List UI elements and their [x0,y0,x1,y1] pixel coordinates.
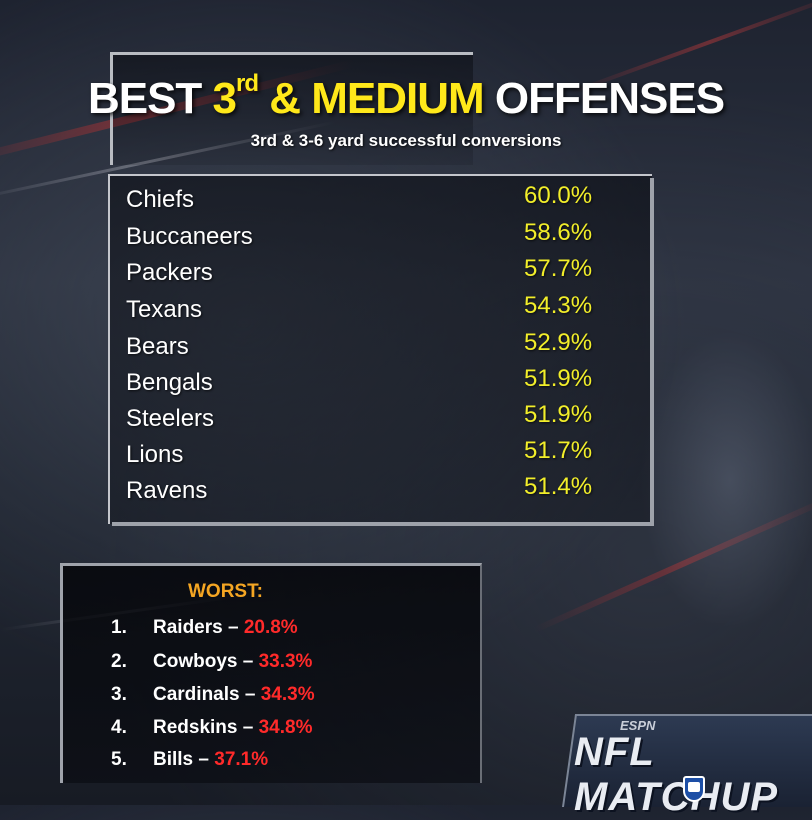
team-name: Packers [126,259,213,286]
worst-title: WORST: [188,581,263,602]
team-percent: 51.9% [524,365,593,392]
list-item: 3. Cardinals – 34.3% [111,684,315,706]
list-item: 5. Bills – 37.1% [111,749,268,771]
team-name: Buccaneers [126,223,253,250]
list-item: 1. Raiders – 20.8% [111,617,298,639]
list-item: Bengals 51.9% [126,365,606,405]
nfl-shield-icon [683,776,705,802]
rank-number: 2. [111,651,127,672]
team-name: Bills – [153,749,215,770]
team-percent: 54.3% [524,292,593,319]
team-percent: 34.3% [260,684,315,705]
team-name: Cardinals – [153,684,261,705]
team-name: Redskins – [153,717,259,738]
show-title: NFL MATCHUP [574,730,779,819]
team-percent: 52.9% [524,329,593,356]
background-glow [640,330,812,630]
team-name: Bengals [126,369,213,396]
title-frame [110,52,473,165]
list-item: Ravens 51.4% [126,473,606,513]
list-item: 2. Cowboys – 33.3% [111,651,312,673]
list-item: Buccaneers 58.6% [126,219,606,259]
rank-number: 1. [111,617,127,638]
team-name: Ravens [126,477,208,504]
team-percent: 37.1% [214,749,269,770]
team-name: Bears [126,333,189,360]
team-percent: 58.6% [524,219,593,246]
rank-number: 4. [111,717,127,738]
team-name: Lions [126,441,184,468]
team-name: Chiefs [126,186,195,213]
team-percent: 51.4% [524,473,593,500]
list-item: Bears 52.9% [126,329,606,369]
team-percent: 33.3% [258,651,313,672]
list-item: Steelers 51.9% [126,401,606,441]
team-name: Raiders – [153,617,244,638]
best-offenses-panel: Chiefs 60.0% Buccaneers 58.6% Packers 57.7%… [108,174,654,526]
team-percent: 34.8% [258,717,313,738]
list-item: Lions 51.7% [126,437,606,477]
list-item: 4. Redskins – 34.8% [111,717,312,739]
team-percent: 60.0% [524,182,593,209]
team-name: Steelers [126,405,215,432]
page-title: BEST 3rd & MEDIUM OFFENSES [87,70,725,123]
list-item: Packers 57.7% [126,255,606,295]
rank-number: 5. [111,749,127,770]
team-name: Texans [126,296,203,323]
page-subtitle: 3rd & 3-6 yard successful conversions [250,131,562,150]
team-percent: 51.7% [524,437,593,464]
list-item: Texans 54.3% [126,292,606,332]
team-percent: 51.9% [524,401,593,428]
team-percent: 20.8% [243,617,298,638]
worst-offenses-panel: WORST: 1. Raiders – 20.8% 2. Cowboys – 33.… [60,563,482,783]
rank-number: 3. [111,684,127,705]
espn-label: ESPN [620,718,656,733]
list-item: Chiefs 60.0% [126,182,606,222]
team-name: Cowboys – [153,651,259,672]
team-percent: 57.7% [524,255,593,282]
